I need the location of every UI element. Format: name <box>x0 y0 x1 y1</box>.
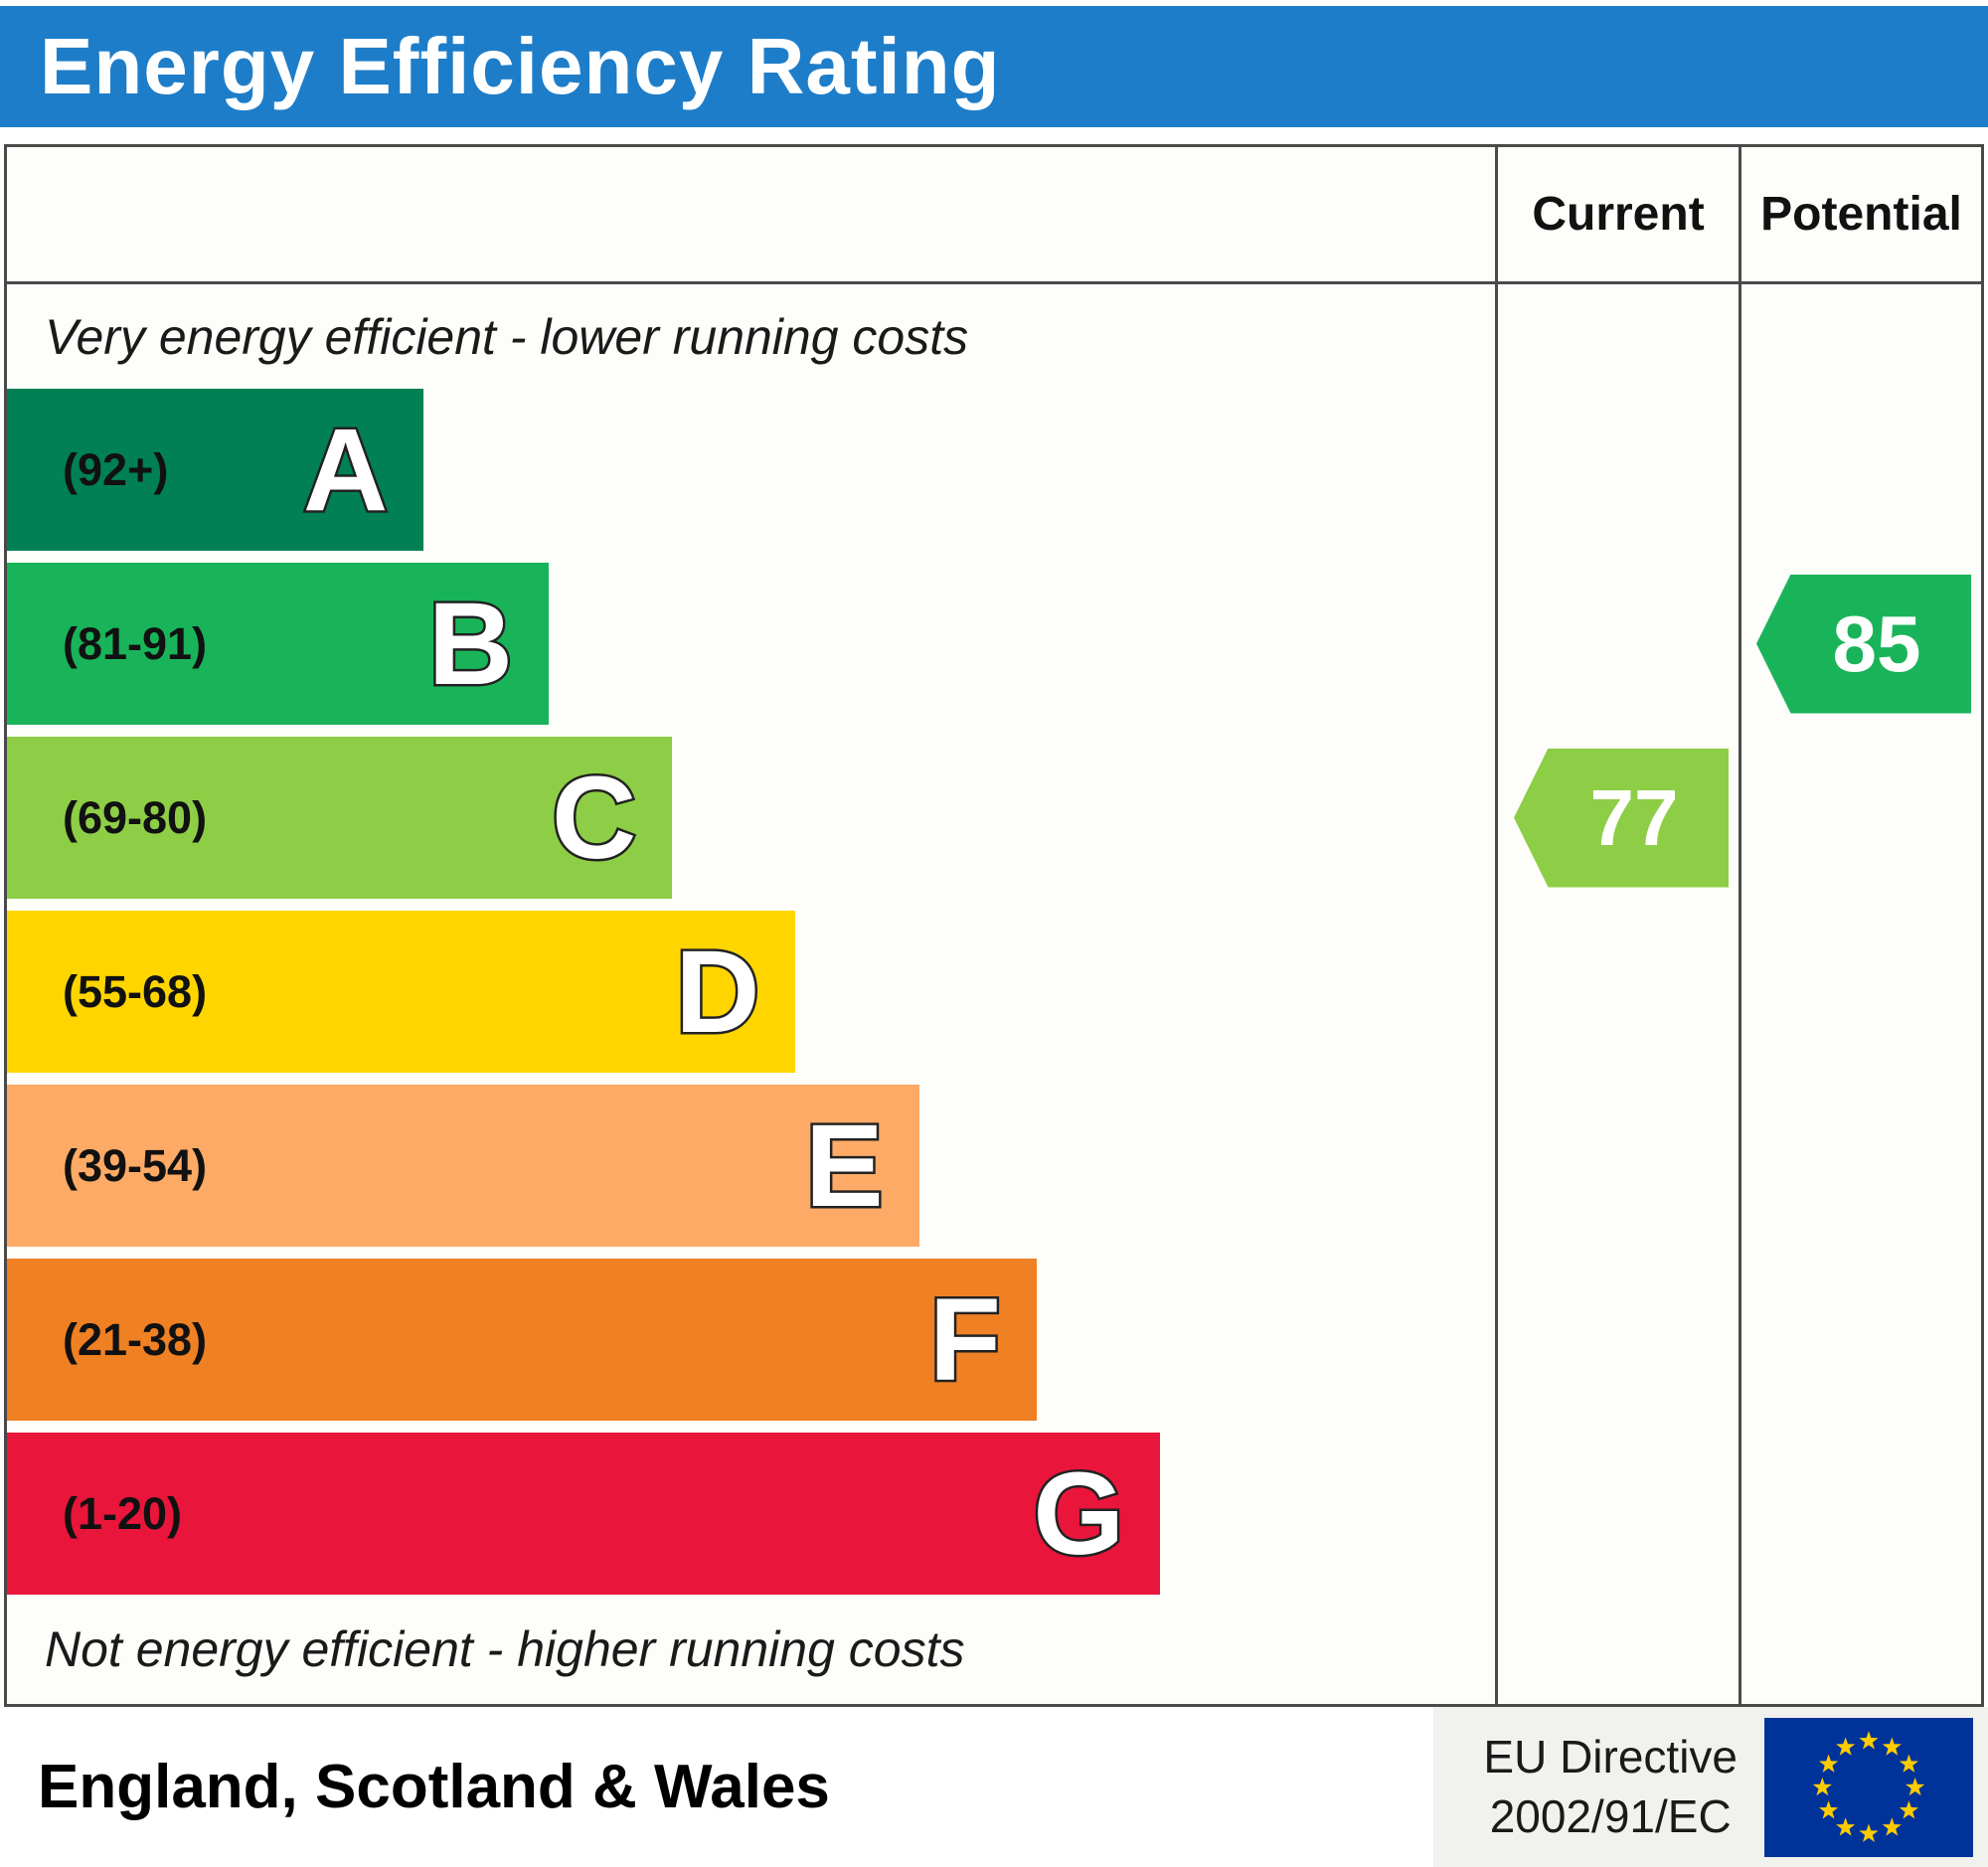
header-spacer <box>7 147 1495 284</box>
band-letter: C <box>549 752 638 884</box>
potential-column: 85 <box>1739 284 1981 1704</box>
band-letter: D <box>673 926 762 1058</box>
band-bar-d: (55-68) D <box>7 911 796 1073</box>
footer-right: EU Directive 2002/91/EC <box>1433 1707 1988 1867</box>
eu-directive-line1: EU Directive <box>1483 1730 1738 1782</box>
region-label: England, Scotland & Wales <box>38 1753 830 1821</box>
band-letter: E <box>802 1100 886 1232</box>
current-column-header: Current <box>1495 147 1739 284</box>
rating-bands: (92+) A (81-91) B (69-80) C (55-68) D (39-54) E (2… <box>7 389 1495 1595</box>
chart-body: Very energy efficient - lower running co… <box>7 284 1495 1704</box>
caption-very-efficient: Very energy efficient - lower running co… <box>45 308 969 365</box>
current-rating-arrow: 77 <box>1514 748 1729 888</box>
band-row-g: (1-20) G <box>7 1433 1495 1595</box>
band-bar-b: (81-91) B <box>7 563 549 725</box>
band-range-label: (1-20) <box>63 1487 183 1539</box>
title-bar: Energy Efficiency Rating <box>0 6 1988 127</box>
band-row-d: (55-68) D <box>7 911 1495 1073</box>
band-letter: B <box>425 578 515 710</box>
chart-frame: Current Potential Very energy efficient … <box>4 144 1984 1707</box>
band-letter: A <box>300 404 390 536</box>
footer: England, Scotland & Wales EU Directive 2… <box>0 1707 1988 1867</box>
band-row-f: (21-38) F <box>7 1259 1495 1421</box>
band-range-label: (69-80) <box>63 791 208 843</box>
band-range-label: (39-54) <box>63 1139 208 1191</box>
eu-directive-line2: 2002/91/EC <box>1489 1789 1732 1842</box>
caption-not-efficient: Not energy efficient - higher running co… <box>45 1621 965 1677</box>
band-letter: F <box>926 1273 1003 1406</box>
band-bar-f: (21-38) F <box>7 1259 1037 1421</box>
potential-column-header: Potential <box>1739 147 1981 284</box>
eu-flag-icon <box>1764 1717 1973 1857</box>
band-bar-a: (92+) A <box>7 389 424 551</box>
eu-directive-label: EU Directive 2002/91/EC <box>1483 1728 1738 1847</box>
band-range-label: (92+) <box>63 443 169 495</box>
band-letter: G <box>1031 1447 1127 1580</box>
band-row-a: (92+) A <box>7 389 1495 551</box>
band-bar-c: (69-80) C <box>7 737 673 899</box>
current-column: 77 <box>1495 284 1739 1704</box>
band-row-c: (69-80) C <box>7 737 1495 899</box>
potential-rating-arrow: 85 <box>1756 574 1971 714</box>
band-range-label: (55-68) <box>63 965 208 1017</box>
band-range-label: (81-91) <box>63 617 208 669</box>
page-title: Energy Efficiency Rating <box>40 22 1001 110</box>
band-bar-g: (1-20) G <box>7 1433 1161 1595</box>
band-bar-e: (39-54) E <box>7 1085 919 1247</box>
band-row-e: (39-54) E <box>7 1085 1495 1247</box>
band-range-label: (21-38) <box>63 1313 208 1365</box>
band-row-b: (81-91) B <box>7 563 1495 725</box>
